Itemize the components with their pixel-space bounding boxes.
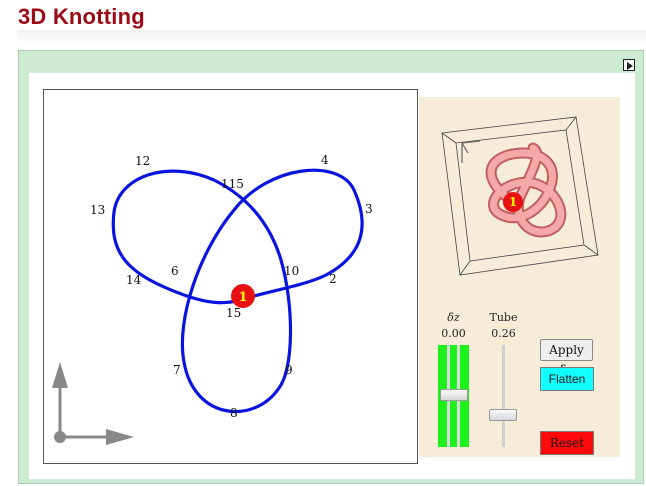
axes-arrows-icon bbox=[52, 362, 134, 445]
crossing-label: 10 bbox=[284, 264, 299, 278]
expand-controls-button[interactable] bbox=[623, 59, 635, 71]
crossing-label: 7 bbox=[173, 363, 181, 377]
crossing-label: 4 bbox=[321, 153, 329, 167]
selected-point-marker-3d[interactable] bbox=[503, 192, 523, 212]
selected-point-marker[interactable] bbox=[231, 284, 255, 308]
crossing-label: 14 bbox=[126, 273, 142, 287]
knot-tube[interactable] bbox=[485, 142, 567, 238]
tube-slider-label: Tube bbox=[489, 311, 518, 324]
knot-diagram[interactable]: 12 4 115 13 3 6 10 14 2 15 7 9 8 1 bbox=[44, 90, 419, 465]
crossing-label: 6 bbox=[171, 264, 179, 278]
dz-slider-value: 0.00 bbox=[441, 327, 466, 340]
knot-3d-render[interactable]: 1 bbox=[438, 103, 601, 278]
crossing-label: 12 bbox=[135, 154, 150, 168]
dz-slider[interactable] bbox=[438, 345, 469, 447]
tube-slider-track bbox=[502, 345, 505, 447]
dz-slider-thumb[interactable] bbox=[440, 389, 468, 401]
tube-slider-value: 0.26 bbox=[491, 327, 516, 340]
knot-diagram-canvas[interactable]: 12 4 115 13 3 6 10 14 2 15 7 9 8 1 bbox=[43, 89, 418, 464]
dz-slider-label: δz bbox=[447, 311, 460, 324]
crossing-label: 3 bbox=[365, 202, 373, 216]
tube-slider[interactable] bbox=[488, 345, 519, 447]
knot-3d-view[interactable]: 1 bbox=[438, 103, 601, 278]
selected-point-label: 1 bbox=[238, 290, 247, 305]
apply-dz-button[interactable]: Apply δz bbox=[540, 339, 593, 377]
page-title: 3D Knotting bbox=[18, 4, 145, 29]
play-triangle-icon bbox=[627, 62, 633, 70]
crossing-label: 115 bbox=[221, 177, 244, 191]
3d-axes-icon bbox=[461, 140, 481, 163]
reset-button[interactable]: Reset bbox=[540, 431, 594, 455]
trefoil-knot-curve[interactable] bbox=[111, 168, 364, 414]
crossing-label: 8 bbox=[230, 406, 238, 420]
title-underline bbox=[18, 30, 646, 44]
crossing-label: 15 bbox=[226, 306, 241, 320]
selected-point-label-3d: 1 bbox=[509, 195, 517, 209]
crossing-label: 2 bbox=[329, 272, 337, 286]
crossing-label: 9 bbox=[285, 363, 293, 377]
flatten-button[interactable]: Flatten bbox=[540, 367, 594, 391]
crossing-label: 13 bbox=[90, 203, 105, 217]
tube-slider-thumb[interactable] bbox=[489, 409, 517, 421]
